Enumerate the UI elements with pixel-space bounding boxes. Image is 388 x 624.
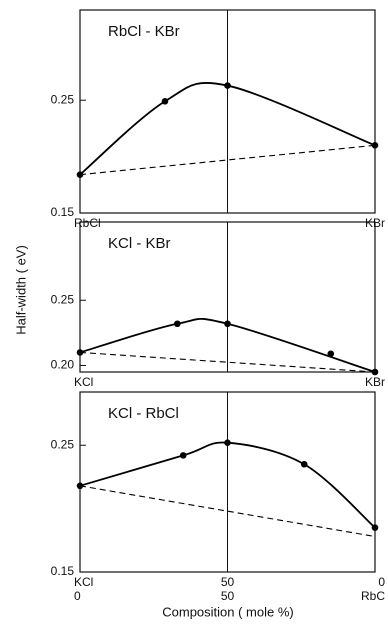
x-tick-label: KBr [365, 375, 385, 389]
x-tick-label: 0 [74, 589, 81, 603]
data-point [161, 98, 169, 105]
x-tick-label: 50 [221, 575, 235, 589]
y-tick-label: 0.25 [51, 92, 75, 106]
y-tick-label: 0.20 [51, 358, 75, 372]
x-tick-label: RbCl [74, 216, 101, 230]
data-point [174, 320, 181, 328]
data-point [327, 350, 335, 358]
panel-title: KCl - RbCl [108, 405, 179, 422]
data-point [371, 524, 379, 531]
curve [79, 81, 376, 176]
data-point [224, 82, 231, 89]
y-tick-label: 0.15 [51, 564, 75, 578]
x-tick-label: 50 [221, 589, 235, 603]
x-tick-label: KCl [74, 575, 93, 589]
data-point [371, 142, 379, 149]
x-tick-label: RbC [361, 589, 385, 603]
curve [79, 317, 376, 373]
data-point [224, 439, 231, 447]
data-point [179, 452, 187, 459]
x-axis-label: Composition ( mole %) [162, 604, 294, 619]
panel-title: KCl - KBr [108, 235, 171, 252]
x-tick-label: 0 [378, 575, 385, 589]
x-tick-label: KCl [74, 375, 93, 389]
panel-title: RbCl - KBr [108, 23, 180, 40]
y-tick-label: 0.25 [51, 437, 75, 451]
data-point [224, 320, 231, 328]
y-tick-label: 0.15 [51, 205, 75, 219]
data-point [300, 460, 308, 468]
y-axis-label: Half-width ( eV) [13, 245, 28, 335]
y-tick-label: 0.25 [51, 292, 75, 306]
